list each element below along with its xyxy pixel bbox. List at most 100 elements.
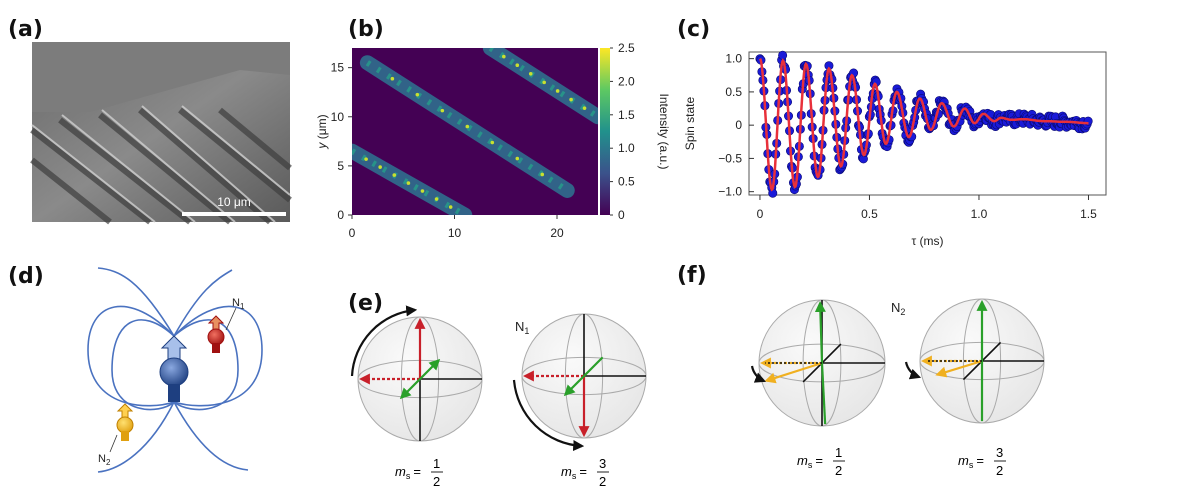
svg-text:ms=: ms = — [395, 464, 421, 481]
y-axis — [821, 343, 842, 364]
svg-text:1: 1 — [433, 456, 440, 471]
colorbar-tick-label: 0 — [618, 208, 625, 222]
rotation-arrow — [750, 365, 767, 383]
n1-label: N1 — [232, 297, 245, 311]
bright-spot — [528, 71, 533, 76]
rotation-arrow — [512, 379, 585, 452]
nuclear-vector-green — [419, 358, 441, 380]
bright-spot — [542, 80, 546, 85]
bright-spot — [540, 172, 545, 177]
colorbar-tick-label: 2.0 — [618, 74, 635, 88]
colorbar — [600, 48, 610, 215]
heatmap-plot: 0 10 20 0 5 10 15 y (μm) 0 0.5 1.0 1.5 2.0 2.5 Intensi… — [315, 41, 671, 240]
rotation-arrow — [904, 361, 922, 380]
bright-spot — [434, 197, 439, 201]
fit-line — [758, 58, 1089, 192]
y-tick-label: 0 — [337, 208, 344, 222]
svg-text:2: 2 — [996, 463, 1003, 478]
bloch-sphere-f-ms-three-halves — [904, 298, 1045, 424]
x-tick-label: 1.5 — [1080, 207, 1097, 221]
n2-label: N2 — [98, 453, 111, 467]
y-axis-label: y (μm) — [315, 114, 329, 149]
y-axis — [981, 341, 1002, 362]
rotation-arrow — [350, 305, 418, 377]
spin-state-plot: 0 0.5 1.0 1.5 1.0 0.5 0 −0.5 −1.0 τ (ms) Spin stat… — [683, 50, 1107, 248]
field-line — [173, 401, 249, 471]
field-line — [173, 269, 233, 337]
ms-label-f2: ms = 3 2 — [958, 445, 1006, 478]
nuclear-vector-green-down — [820, 362, 827, 425]
dipole-field-diagram — [87, 267, 263, 473]
bright-spot — [569, 97, 573, 102]
field-line — [173, 305, 263, 407]
bright-spot — [440, 108, 445, 113]
field-line — [173, 319, 239, 411]
scale-bar-label: 10 μm — [217, 195, 251, 209]
nuclear-spin-n1 — [207, 307, 237, 353]
electron-spin — [159, 335, 189, 402]
sem-image: 10 μm — [30, 42, 292, 225]
bright-spot — [515, 156, 520, 161]
plot-frame — [748, 51, 1107, 196]
bright-spot — [420, 189, 425, 193]
bright-spot — [378, 165, 382, 169]
x-tick-label: 0.5 — [861, 207, 878, 221]
field-line — [97, 267, 175, 337]
spin-vector-yellow — [935, 359, 983, 378]
bright-spot — [390, 76, 395, 81]
stripes — [352, 48, 598, 215]
colorbar-tick-label: 2.5 — [618, 41, 635, 55]
colorbar-tick-label: 1.5 — [618, 108, 635, 122]
bright-spot — [582, 106, 587, 110]
bright-spot — [415, 92, 420, 97]
y-axis-back — [962, 360, 983, 381]
y-tick-label: −1.0 — [718, 185, 742, 199]
bright-spot — [364, 157, 368, 161]
panel-f-label: (f) — [677, 263, 707, 288]
nucleus-label-n1: N1 — [515, 319, 529, 336]
svg-text:ms=: ms = — [797, 453, 823, 470]
x-tick-label: 0 — [757, 207, 764, 221]
spin-vector-yellow — [764, 361, 823, 384]
svg-text:3: 3 — [996, 445, 1003, 460]
bloch-sphere-e-ms-half — [350, 305, 483, 442]
ms-label-f1: ms = 1 2 — [797, 445, 845, 478]
nuclear-vector-green — [583, 356, 604, 377]
nuclear-vector-green — [814, 300, 826, 364]
y-axis-back — [802, 362, 823, 383]
bright-spot — [465, 124, 470, 129]
svg-text:3: 3 — [599, 456, 606, 471]
x-tick-label: 0 — [349, 226, 356, 240]
panel-e-label: (e) — [348, 291, 383, 316]
colorbar-label: Intensity (a.u.) — [657, 93, 671, 169]
bright-spot — [392, 173, 397, 177]
y-tick-label: 1.0 — [725, 52, 742, 66]
svg-text:1: 1 — [835, 445, 842, 460]
y-axis-label: Spin state — [683, 96, 697, 150]
svg-text:2: 2 — [599, 474, 606, 489]
bright-spot — [490, 140, 495, 145]
svg-text:2: 2 — [835, 463, 842, 478]
colorbar-tick-label: 0.5 — [618, 175, 635, 189]
y-tick-label: 10 — [331, 110, 345, 124]
bright-spot — [406, 181, 411, 185]
x-tick-label: 20 — [550, 226, 564, 240]
nuclear-spin-n2 — [109, 403, 134, 453]
bright-spot — [555, 89, 560, 93]
field-line — [111, 319, 175, 411]
y-tick-label: 0 — [735, 118, 742, 132]
bloch-sphere-f-ms-half — [750, 299, 886, 427]
svg-text:ms=: ms = — [561, 464, 587, 481]
svg-text:2: 2 — [433, 474, 440, 489]
bright-spot — [515, 63, 520, 67]
nuclear-vector-back — [399, 378, 421, 400]
panel-d-label: (d) — [8, 264, 44, 289]
field-line — [87, 305, 175, 407]
ms-label-e1: ms = 1 2 — [395, 456, 443, 489]
field-line — [97, 401, 175, 473]
x-tick-label: 10 — [448, 226, 462, 240]
nucleus-label-n2: N2 — [891, 300, 905, 317]
svg-text:ms=: ms = — [958, 453, 984, 470]
ms-label-e2: ms = 3 2 — [561, 456, 609, 489]
